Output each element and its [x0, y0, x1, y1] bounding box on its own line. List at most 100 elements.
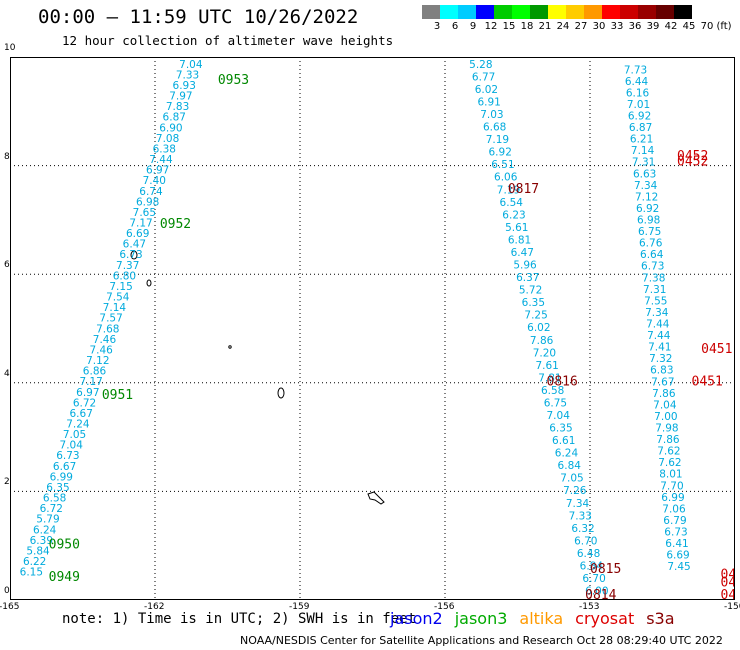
island-outline: [228, 345, 232, 349]
wave-height-value: 6.54: [500, 197, 524, 209]
wave-height-value: 7.61: [535, 360, 558, 372]
wave-height-value: 5.28: [469, 59, 492, 71]
altimeter-tracks: 7.047.336.937.977.836.876.907.086.387.44…: [20, 59, 691, 598]
wave-height-value: 7.38: [642, 272, 665, 284]
wave-height-value: 6.35: [46, 482, 69, 494]
wave-height-value: 7.20: [533, 347, 556, 359]
island-outline: [277, 387, 285, 399]
time-label: 0951: [102, 388, 133, 403]
wave-height-value: 6.44: [625, 76, 649, 88]
color-swatch: [656, 5, 674, 19]
wave-height-value: 6.06: [494, 172, 518, 184]
wave-height-value: 7.37: [116, 260, 139, 272]
time-label: 0949: [49, 570, 80, 585]
wave-height-value: 7.86: [652, 388, 676, 400]
wave-height-value: 6.92: [628, 111, 651, 123]
x-tick-label: -156: [434, 602, 455, 612]
color-scale-label: 45: [682, 21, 696, 32]
color-scale-label: 30: [592, 21, 606, 32]
wave-height-value: 6.61: [552, 435, 575, 447]
wave-height-value: 7.44: [149, 154, 173, 166]
wave-height-value: 7.33: [176, 69, 199, 81]
wave-height-value: 7.15: [109, 281, 132, 293]
wave-height-value: 5.96: [513, 260, 537, 272]
color-swatch: [512, 5, 530, 19]
wave-height-value: 7.44: [647, 330, 671, 342]
wave-height-value: 6.37: [516, 272, 539, 284]
wave-height-value: 7.45: [667, 561, 690, 573]
wave-height-value: 7.97: [169, 91, 192, 103]
wave-height-value: 6.58: [43, 493, 66, 505]
wave-height-value: 6.73: [664, 526, 687, 538]
wave-height-value: 6.47: [123, 239, 146, 251]
wave-height-value: 6.35: [522, 297, 545, 309]
wave-height-value: 8.01: [659, 469, 682, 481]
color-scale-label: 33: [610, 21, 624, 32]
color-swatch: [584, 5, 602, 19]
wave-height-value: 6.02: [475, 84, 498, 96]
wave-height-value: 7.24: [66, 418, 90, 430]
wave-height-value: 6.87: [163, 112, 186, 124]
time-label: 0953: [218, 73, 249, 88]
wave-height-value: 6.35: [549, 423, 572, 435]
time-label: 0451: [701, 342, 732, 357]
wave-height-value: 6.69: [126, 228, 149, 240]
legend-entry: s3a: [646, 609, 675, 628]
wave-height-value: 5.72: [519, 285, 542, 297]
wave-height-value: 6.67: [70, 408, 93, 420]
island-outline: [146, 279, 152, 287]
wave-height-value: 6.90: [159, 122, 182, 134]
wave-height-value: 7.70: [660, 480, 683, 492]
wave-height-value: 7.04: [60, 440, 84, 452]
wave-height-value: 5.84: [26, 545, 50, 557]
wave-height-value: 6.68: [483, 122, 506, 134]
wave-height-value: 6.38: [153, 143, 176, 155]
color-scale-label: 6: [451, 21, 459, 32]
color-swatch: [422, 5, 440, 19]
time-label: 0450: [721, 575, 736, 590]
wave-height-value: 7.33: [569, 510, 592, 522]
legend-entry: jason3: [454, 609, 508, 628]
color-scale-label: 42: [664, 21, 678, 32]
wave-height-value: 7.00: [654, 411, 677, 423]
time-label: 0815: [590, 562, 621, 577]
wave-height-value: 6.02: [527, 322, 550, 334]
map-grid: [10, 57, 735, 600]
wave-height-value: 6.39: [30, 535, 53, 547]
wave-height-value: 7.04: [547, 410, 571, 422]
wave-height-value: 7.83: [166, 101, 189, 113]
color-swatch: [638, 5, 656, 19]
wave-height-value: 6.47: [511, 247, 534, 259]
wave-height-value: 6.48: [577, 548, 600, 560]
wave-height-value: 6.69: [666, 550, 689, 562]
wave-height-value: 7.04: [179, 59, 203, 71]
wave-height-value: 7.32: [649, 353, 672, 365]
time-label: 0814: [585, 588, 616, 600]
wave-height-value: 7.62: [657, 446, 680, 458]
wave-height-value: 7.17: [129, 218, 152, 230]
wave-height-value: 7.44: [646, 318, 670, 330]
wave-height-value: 6.93: [173, 80, 196, 92]
color-scale-label: 15: [502, 21, 516, 32]
x-tick-label: -153: [579, 602, 600, 612]
color-scale-label: 18: [520, 21, 534, 32]
wave-height-value: 7.12: [635, 191, 658, 203]
wave-height-value: 6.76: [639, 238, 663, 250]
wave-height-value: 6.21: [630, 134, 653, 146]
wave-height-value: 7.31: [643, 284, 666, 296]
wave-height-value: 6.63: [633, 168, 656, 180]
color-swatch: [674, 5, 692, 19]
color-swatch: [494, 5, 512, 19]
color-swatch: [440, 5, 458, 19]
color-swatch: [620, 5, 638, 19]
wave-height-value: 6.75: [638, 226, 661, 238]
wave-height-value: 7.73: [624, 64, 647, 76]
color-scale-label: 21: [538, 21, 552, 32]
island-outlines: [130, 250, 385, 505]
wave-height-value: 6.77: [472, 71, 495, 83]
wave-height-value: 7.05: [560, 473, 583, 485]
time-labels: 0953 0952 0951 0950 0949 0817 0816 0815 0814 0452…: [49, 73, 735, 600]
color-scale-label: 70: [700, 21, 714, 32]
wave-height-value: 7.12: [86, 355, 109, 367]
wave-height-value: 7.86: [530, 335, 554, 347]
